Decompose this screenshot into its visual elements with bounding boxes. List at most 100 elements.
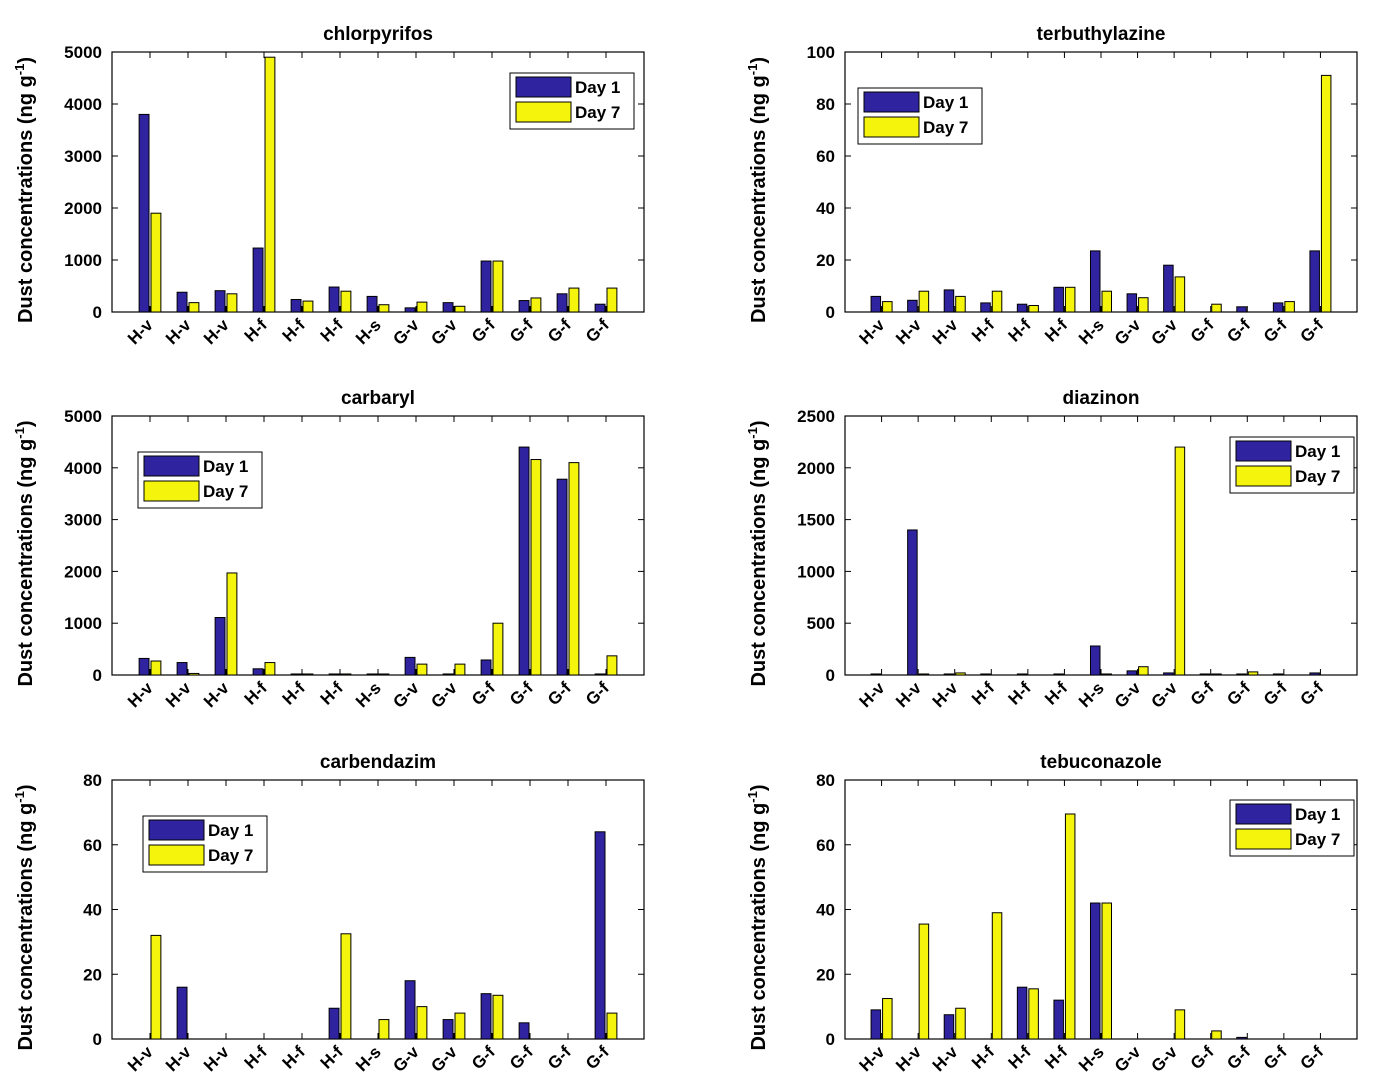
- x-tick-label: G-f: [544, 678, 575, 709]
- bar-day1: [328, 286, 340, 313]
- y-axis-label: Dust concentrations (ng g-1): [745, 784, 770, 1050]
- bar-day1: [907, 529, 918, 676]
- bar-day1: [594, 303, 606, 313]
- x-tick-label: G-f: [1260, 315, 1291, 346]
- legend-label: Day 7: [203, 482, 248, 501]
- legend: Day 1 Day 7: [142, 815, 268, 873]
- x-tick-label: G-f: [1223, 315, 1254, 346]
- x-tick-label: H-v: [856, 1042, 889, 1075]
- x-tick-label: G-f: [506, 1042, 537, 1073]
- y-tick-label: 80: [816, 771, 835, 790]
- bar-day1: [980, 302, 991, 313]
- legend-label: Day 1: [203, 457, 248, 476]
- legend-swatch-day1: [863, 91, 920, 113]
- x-tick-label: H-v: [892, 315, 925, 348]
- bar-day1: [328, 1007, 340, 1040]
- bar-day1: [1089, 645, 1101, 676]
- bar-day7: [606, 287, 618, 313]
- y-axis-label: Dust concentrations (ng g-1): [745, 420, 770, 686]
- y-tick-label: 80: [83, 771, 102, 790]
- bar-day1: [252, 247, 264, 313]
- bar-day7: [1174, 1009, 1186, 1040]
- y-axis-label: Dust concentrations (ng g-1): [12, 420, 37, 686]
- bar-day1: [1236, 673, 1247, 676]
- bar-day7: [1064, 813, 1076, 1040]
- bar-day1: [1126, 293, 1138, 313]
- y-tick-label: 0: [826, 303, 835, 322]
- x-tick-label: H-f: [279, 678, 309, 708]
- bar-day7: [1211, 673, 1222, 676]
- y-tick-label: 4000: [64, 95, 102, 114]
- bar-day7: [1247, 671, 1259, 676]
- bar-day7: [188, 302, 200, 313]
- chart-title: carbendazim: [320, 752, 436, 773]
- bar-day1: [328, 673, 340, 676]
- y-tick-label: 4000: [64, 459, 102, 478]
- y-tick-label: 80: [816, 95, 835, 114]
- x-tick-label: G-f: [1296, 678, 1327, 709]
- bar-day7: [606, 1012, 618, 1040]
- bar-day7: [1138, 297, 1149, 313]
- x-tick-label: G-f: [1223, 678, 1254, 709]
- bar-day7: [378, 304, 390, 313]
- bar-day7: [302, 673, 314, 676]
- x-tick-label: H-s: [352, 678, 385, 711]
- bar-day1: [404, 307, 416, 313]
- bar-day7: [264, 662, 276, 676]
- y-tick-label: 5000: [64, 407, 102, 426]
- bar-day7: [416, 1006, 428, 1040]
- x-tick-label: H-v: [856, 678, 889, 711]
- x-tick-label: G-v: [1147, 315, 1181, 349]
- legend-swatch-day7: [863, 116, 920, 138]
- x-tick-label: H-s: [1075, 315, 1108, 348]
- bar-day1: [176, 662, 188, 676]
- x-tick-label: H-v: [200, 315, 233, 348]
- x-tick-label: G-v: [1111, 1042, 1145, 1076]
- bar-day1: [480, 659, 492, 676]
- bar-day1: [556, 293, 568, 313]
- x-tick-label: G-v: [389, 1042, 423, 1076]
- bar-day1: [943, 289, 955, 313]
- x-tick-label: G-f: [582, 678, 613, 709]
- y-tick-label: 5000: [64, 43, 102, 62]
- y-tick-label: 20: [816, 251, 835, 270]
- chart-title: terbuthylazine: [1037, 24, 1166, 45]
- y-axis-label-close: ): [748, 420, 770, 427]
- y-tick-label: 2000: [797, 459, 835, 478]
- y-tick-label: 60: [816, 836, 835, 855]
- bar-day7: [264, 56, 276, 313]
- y-tick-label: 1000: [797, 562, 835, 581]
- chart-title: carbaryl: [341, 388, 415, 409]
- x-tick-label: G-f: [1187, 315, 1218, 346]
- legend-label: Day 1: [923, 93, 968, 112]
- legend-swatch-day1: [515, 76, 572, 98]
- bar-day1: [404, 980, 416, 1040]
- legend: Day 1 Day 7: [1229, 799, 1355, 857]
- x-tick-label: H-f: [241, 1042, 271, 1072]
- bar-day1: [1016, 986, 1028, 1040]
- legend-swatch-day1: [143, 455, 200, 477]
- bar-day1: [870, 673, 882, 676]
- y-tick-label: 2500: [797, 407, 835, 426]
- bar-day7: [955, 295, 966, 313]
- bar-day7: [1101, 290, 1113, 313]
- bar-day1: [138, 657, 150, 676]
- x-tick-label: G-f: [506, 315, 537, 346]
- bar-day7: [454, 1012, 466, 1040]
- bar-day1: [442, 673, 454, 676]
- y-tick-label: 0: [93, 1030, 102, 1049]
- bar-day7: [955, 672, 966, 676]
- x-tick-label: H-s: [352, 1042, 385, 1075]
- x-tick-label: H-v: [162, 678, 195, 711]
- x-tick-label: G-f: [1187, 678, 1218, 709]
- bar-day1: [1053, 673, 1064, 676]
- bar-day7: [454, 305, 466, 313]
- y-tick-label: 40: [83, 901, 102, 920]
- legend-label: Day 7: [923, 118, 968, 137]
- legend-label: Day 7: [1295, 830, 1340, 849]
- x-tick-label: H-f: [1005, 315, 1035, 345]
- x-tick-label: H-v: [162, 315, 195, 348]
- bar-day1: [1236, 1036, 1247, 1040]
